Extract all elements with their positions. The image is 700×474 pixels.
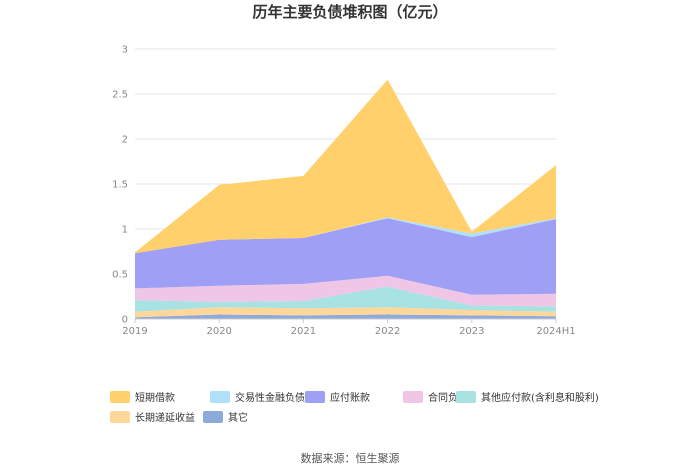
legend-label: 交易性金融负债合计: [235, 391, 325, 404]
area-series-5: [135, 217, 556, 254]
area-series-group: [135, 79, 556, 319]
y-tick-label: 0: [122, 315, 128, 326]
legend-label: 其他应付款(含利息和股利): [481, 391, 599, 404]
area-series-1: [135, 307, 556, 318]
area-series-2: [135, 286, 556, 312]
legend-swatch: [456, 391, 476, 403]
legend-swatch: [403, 391, 423, 403]
legend-label: 应付账款: [330, 391, 370, 404]
legend-label: 短期借款: [135, 391, 175, 404]
area-series-0: [135, 314, 556, 319]
legend-swatch: [110, 391, 130, 403]
x-tick-label: 2022: [375, 326, 400, 337]
x-tick-label: 2020: [206, 326, 231, 337]
data-source-note: 数据来源：恒生聚源: [301, 451, 400, 465]
legend: 短期借款 交易性金融负债合计 应付账款 合同负债 其他应付款(含利息和股利)长期递延收益…: [110, 391, 599, 424]
legend-swatch: [210, 391, 230, 403]
y-tick-label: 1: [122, 225, 128, 236]
legend-swatch: [305, 391, 325, 403]
y-tick-label: 0.5: [112, 270, 128, 281]
y-tick-label: 2: [122, 135, 128, 146]
legend-label: 其它: [228, 411, 248, 424]
legend-label: 长期递延收益: [135, 411, 195, 424]
y-tick-label: 1.5: [112, 180, 128, 191]
y-tick-label: 3: [122, 45, 128, 56]
area-series-6: [135, 79, 556, 254]
x-tick-label: 2023: [459, 326, 484, 337]
x-tick-label: 2024H1: [536, 326, 575, 337]
area-series-3: [135, 275, 556, 307]
x-axis-ticks: 2019 2020 2021 2022 2023 2024H1: [122, 318, 576, 337]
area-series-4: [135, 218, 556, 295]
x-tick-label: 2021: [291, 326, 316, 337]
x-tick-label: 2019: [122, 326, 147, 337]
y-tick-label: 2.5: [112, 90, 128, 101]
legend-swatch: [203, 411, 223, 423]
legend-swatch: [110, 411, 130, 423]
chart-title: 历年主要负债堆积图（亿元）: [252, 3, 447, 21]
y-axis-ticks: 0 0.5 1 1.5 2 2.5 3: [112, 45, 128, 326]
